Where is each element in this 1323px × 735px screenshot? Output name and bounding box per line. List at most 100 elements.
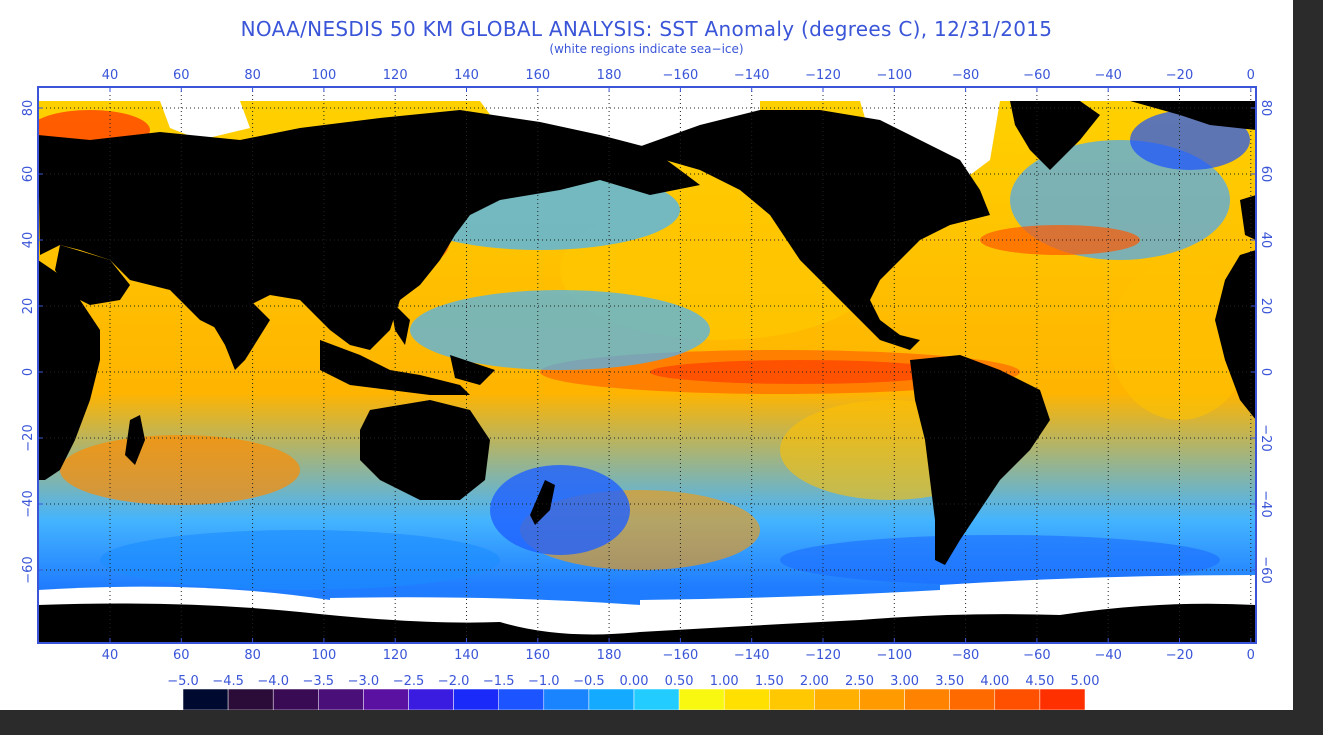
colorbar-swatch <box>588 688 635 710</box>
lon-label-bottom: −20 <box>1166 648 1193 663</box>
lat-label-right: −40 <box>1258 490 1273 517</box>
anomaly-patches <box>38 110 1250 590</box>
lon-label-top: 0 <box>1247 68 1255 83</box>
land-greenland <box>1010 101 1100 170</box>
axis-ticks <box>38 87 1256 643</box>
axis-labels: 40 40 60 60 80 80 100 100 120 120 140 140 160 160 180 1… <box>21 68 1273 663</box>
lat-label-right: 20 <box>1258 298 1273 315</box>
lat-label-right: 80 <box>1258 100 1273 117</box>
lon-label-bottom: −40 <box>1094 648 1121 663</box>
lat-label-left: 80 <box>21 100 36 117</box>
lon-label-top: −20 <box>1166 68 1193 83</box>
lon-label-top: 180 <box>597 68 622 83</box>
land-north-america <box>630 110 990 350</box>
lon-label-top: 80 <box>244 68 261 83</box>
colorbar-swatch <box>272 688 319 710</box>
lat-label-left: 0 <box>21 368 36 376</box>
colorbar-tick-label: 1.00 <box>710 674 739 689</box>
colorbar-swatch <box>633 688 680 710</box>
map-title: NOAA/NESDIS 50 KM GLOBAL ANALYSIS: SST A… <box>240 17 1053 41</box>
land-indonesia <box>320 340 470 395</box>
lon-label-bottom: 60 <box>173 648 190 663</box>
colorbar-tick-label: −3.5 <box>303 674 335 689</box>
colorbar-tick-label: 4.00 <box>980 674 1009 689</box>
colorbar-swatch <box>182 688 229 710</box>
figure-frame: NOAA/NESDIS 50 KM GLOBAL ANALYSIS: SST A… <box>0 0 1293 710</box>
sst-anomaly-map: 40 40 60 60 80 80 100 100 120 120 140 140 160 160 180 1… <box>21 68 1273 710</box>
lat-label-left: 20 <box>21 298 36 315</box>
colorbar-swatch <box>904 688 950 710</box>
lon-label-bottom: −140 <box>734 648 770 663</box>
land-masses <box>38 101 1256 643</box>
lon-label-bottom: −120 <box>805 648 841 663</box>
lat-label-right: 0 <box>1258 368 1273 376</box>
colorbar-swatch <box>453 688 499 710</box>
colorbar-swatch <box>363 688 409 710</box>
lon-label-top: −60 <box>1023 68 1050 83</box>
lat-label-left: −20 <box>21 424 36 451</box>
colorbar-tick-label: 3.50 <box>935 674 964 689</box>
land-japan <box>420 190 455 250</box>
colorbar-swatch <box>227 688 274 710</box>
lon-label-top: −160 <box>663 68 699 83</box>
colorbar-tick-label: 1.50 <box>755 674 784 689</box>
colorbar-swatch <box>859 688 905 710</box>
colorbar-swatch <box>1039 688 1086 710</box>
map-subtitle: (white regions indicate sea−ice) <box>549 42 744 56</box>
land-antarctica <box>38 603 1256 643</box>
colorbar-tick-label: 4.50 <box>1025 674 1054 689</box>
colorbar-tick-label: 2.00 <box>800 674 829 689</box>
graticule <box>38 87 1256 643</box>
land-south-america <box>910 355 1050 565</box>
colorbar-tick-label: −4.0 <box>257 674 289 689</box>
lon-label-bottom: −160 <box>663 648 699 663</box>
land-arabia <box>55 245 130 305</box>
land-eurasia <box>38 110 700 350</box>
lat-label-left: −40 <box>21 490 36 517</box>
lon-label-top: −140 <box>734 68 770 83</box>
lat-label-right: −60 <box>1258 556 1273 583</box>
colorbar <box>182 688 1086 710</box>
colorbar-swatch <box>769 688 815 710</box>
lon-label-top: −100 <box>876 68 912 83</box>
colorbar-tick-label: −1.5 <box>483 674 515 689</box>
colorbar-tick-label: 0.50 <box>665 674 694 689</box>
colorbar-tick-label: −0.5 <box>573 674 605 689</box>
lat-label-left: 40 <box>21 232 36 249</box>
land-africa <box>38 260 100 480</box>
colorbar-tick-label: −3.0 <box>348 674 380 689</box>
lat-label-left: 60 <box>21 166 36 183</box>
lat-label-left: −60 <box>21 556 36 583</box>
colorbar-swatch <box>678 688 725 710</box>
colorbar-swatch <box>543 688 590 710</box>
lon-label-bottom: 0 <box>1247 648 1255 663</box>
lon-label-bottom: 180 <box>597 648 622 663</box>
land-madagascar <box>125 415 145 465</box>
lon-label-top: 60 <box>173 68 190 83</box>
colorbar-labels: −5.0 −4.5 −4.0 −3.5 −3.0 −2.5 −2.0 −1.5 −1.0 −0.5… <box>167 674 1099 689</box>
colorbar-swatch <box>318 688 364 710</box>
colorbar-tick-label: 5.00 <box>1071 674 1100 689</box>
map-field <box>38 87 1256 643</box>
colorbar-tick-label: −2.5 <box>393 674 425 689</box>
lon-label-bottom: −80 <box>952 648 979 663</box>
colorbar-tick-label: −2.0 <box>438 674 470 689</box>
lon-label-top: −120 <box>805 68 841 83</box>
lon-label-top: 160 <box>525 68 550 83</box>
colorbar-tick-label: −1.0 <box>528 674 560 689</box>
lat-label-right: 40 <box>1258 232 1273 249</box>
lon-label-bottom: 80 <box>244 648 261 663</box>
lon-label-bottom: 40 <box>102 648 119 663</box>
lon-label-bottom: −60 <box>1023 648 1050 663</box>
lon-label-bottom: −100 <box>876 648 912 663</box>
colorbar-tick-label: −5.0 <box>167 674 199 689</box>
lon-label-top: 120 <box>383 68 408 83</box>
colorbar-swatch <box>814 688 860 710</box>
colorbar-swatch <box>949 688 996 710</box>
map-border <box>37 86 1257 644</box>
lon-label-bottom: 100 <box>311 648 336 663</box>
colorbar-swatch <box>994 688 1041 710</box>
lon-label-bottom: 120 <box>383 648 408 663</box>
lat-label-right: −20 <box>1258 424 1273 451</box>
colorbar-swatch <box>408 688 454 710</box>
